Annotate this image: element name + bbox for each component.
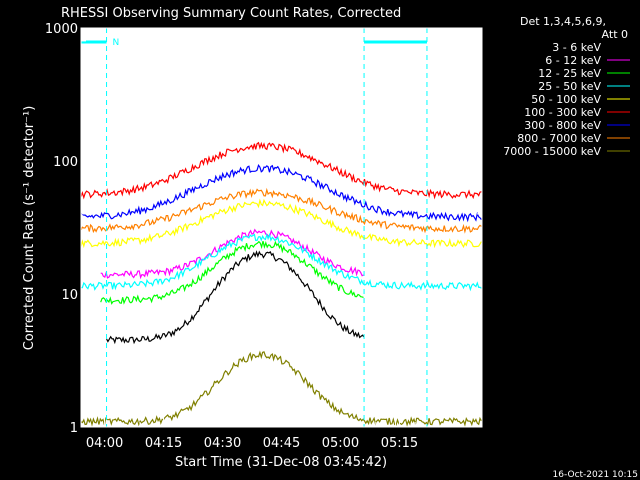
detector-info-line-1: Det 1,3,4,5,6,9, (520, 15, 606, 28)
series-line (80, 198, 482, 249)
series-line (80, 350, 482, 427)
series-line (100, 228, 364, 280)
legend-label: 25 - 50 keV (538, 80, 601, 93)
plot-area (81, 28, 482, 427)
x-tick-label: 04:45 (263, 436, 300, 451)
y-tick-label: 1000 (45, 22, 78, 37)
footer-timestamp: 16-Oct-2021 10:15 (553, 470, 638, 480)
legend-label: 300 - 800 keV (524, 119, 601, 132)
series-line (80, 187, 482, 234)
series-line (80, 141, 482, 200)
detector-info-line-2: Att 0 (602, 28, 628, 41)
y-tick-label: 1 (70, 421, 78, 436)
x-tick-label: 04:30 (204, 436, 241, 451)
legend-label: 12 - 25 keV (538, 67, 601, 80)
x-tick-label: 04:15 (145, 436, 182, 451)
legend-label: 6 - 12 keV (545, 54, 601, 67)
x-tick-label: 04:00 (86, 436, 123, 451)
y-tick-label: 10 (61, 288, 78, 303)
legend-label: 100 - 300 keV (524, 106, 601, 119)
legend-label: 3 - 6 keV (552, 41, 601, 54)
series-line (80, 232, 482, 292)
chart-title: RHESSI Observing Summary Count Rates, Co… (61, 6, 401, 21)
series-line (106, 250, 365, 345)
x-tick-label: 05:15 (381, 436, 418, 451)
y-axis-label: Corrected Count Rate (s⁻¹ detector⁻¹) (22, 106, 37, 351)
x-axis-label: Start Time (31-Dec-08 03:45:42) (175, 455, 387, 470)
y-tick-label: 100 (53, 155, 78, 170)
y-axis: 1 10 100 1000 (45, 22, 482, 436)
night-flag-label: N (113, 38, 120, 48)
legend-label: 7000 - 15000 keV (503, 145, 601, 158)
x-tick-label: 05:00 (322, 436, 359, 451)
series-line (100, 240, 364, 305)
series-layer (80, 28, 482, 427)
legend-label: 50 - 100 keV (531, 93, 601, 106)
x-axis: 04:00 04:15 04:30 04:45 05:00 05:15 (80, 28, 475, 451)
legend-label: 800 - 7000 keV (517, 132, 601, 145)
series-line (80, 164, 482, 223)
